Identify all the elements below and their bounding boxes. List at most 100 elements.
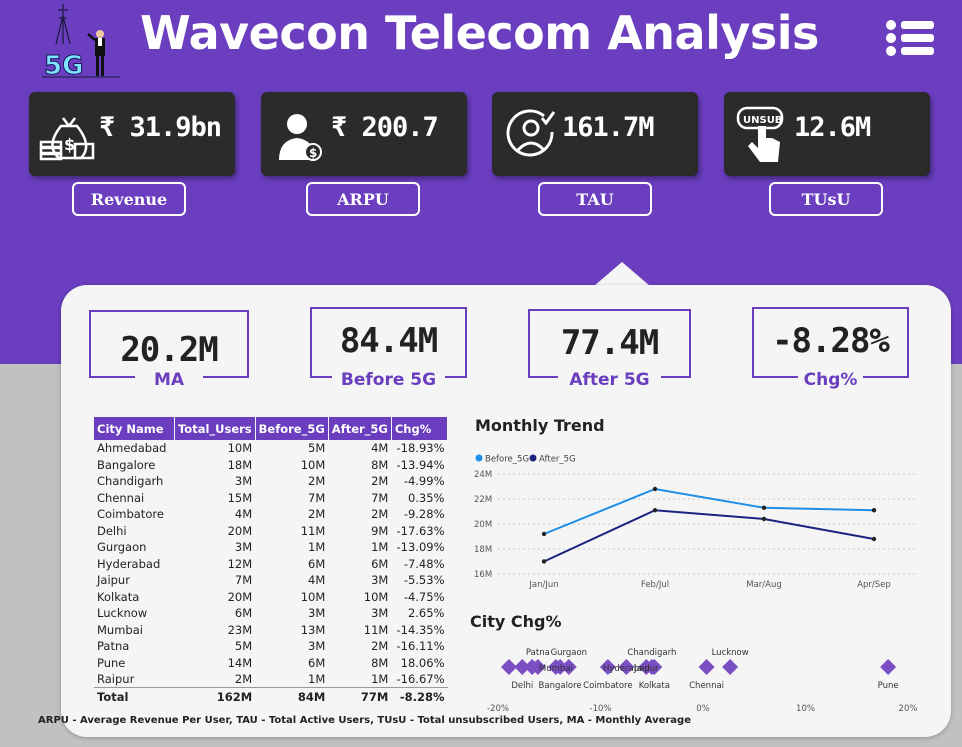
city-diamond-lucknow — [722, 659, 739, 675]
table-row[interactable]: Kolkata 20M 10M 10M -4.75% — [94, 589, 448, 606]
data-point — [761, 516, 767, 522]
city-label: Kolkata — [639, 681, 670, 691]
table-cell: -17.63% — [396, 523, 445, 538]
data-point — [871, 508, 877, 513]
kpi-card-revenue: $ ₹ 31.9bn — [29, 92, 235, 176]
table-row[interactable]: Delhi 20M 11M 9M -17.63% — [94, 523, 448, 540]
stat-value: 84.4M — [339, 321, 438, 361]
5g-tower-logo-icon: 5G — [42, 4, 120, 80]
table-row[interactable]: Chennai 15M 7M 7M 0.35% — [94, 490, 448, 507]
legend-marker — [529, 454, 537, 462]
stat-label: Chg% — [803, 370, 858, 390]
detail-panel — [61, 285, 951, 737]
table-cell: 6M — [371, 556, 389, 571]
table-cell: Patna — [97, 639, 130, 654]
stat-label: MA — [153, 370, 185, 390]
table-cell: Mumbai — [97, 622, 143, 637]
stat-value: -8.28% — [772, 321, 890, 361]
table-cell: Kolkata — [97, 589, 140, 604]
x-tick-label: -20% — [487, 704, 509, 714]
table-cell: Delhi — [97, 523, 127, 538]
data-point — [871, 536, 877, 542]
table-cell: 5M — [234, 639, 253, 654]
col-header-chg[interactable]: Chg% — [391, 417, 449, 440]
tau-button[interactable]: TAU — [538, 182, 652, 216]
city-label: Jaipur — [633, 664, 659, 674]
table-row[interactable]: Patna 5M 3M 2M -16.11% — [94, 638, 448, 655]
table-cell: 6M — [308, 655, 326, 670]
table-header-row: City Name Total_Users Before_5G After_5G… — [94, 417, 449, 440]
user-check-icon — [506, 109, 556, 157]
table-cell: 3M — [371, 573, 389, 588]
table-row[interactable]: Hyderabad 12M 6M 6M -7.48% — [94, 556, 448, 573]
col-header-city[interactable]: City Name — [94, 417, 175, 440]
table-cell: 1M — [371, 672, 389, 686]
table-row[interactable]: Lucknow 6M 3M 3M 2.65% — [94, 605, 448, 622]
table-row[interactable]: Chandigarh 3M 2M 2M -4.99% — [94, 473, 448, 490]
table-cell: -16.11% — [396, 639, 445, 654]
table-cell: -16.67% — [396, 672, 445, 686]
revenue-button[interactable]: Revenue — [72, 182, 186, 216]
table-cell: 4M — [308, 573, 326, 588]
table-row[interactable]: Raipur 2M 1M 1M -16.67% — [94, 671, 448, 688]
city-diamond-gurgaon — [560, 659, 577, 675]
x-tick-label: 10% — [796, 704, 815, 714]
table-cell: 23M — [227, 622, 253, 637]
table-cell: -13.09% — [396, 540, 445, 555]
table-cell: -18.93% — [396, 441, 445, 456]
city-diamond-bangalore — [552, 659, 569, 675]
data-point — [541, 531, 547, 537]
table-row[interactable]: Coimbatore 4M 2M 2M -9.28% — [94, 506, 448, 523]
city-diamond-kolkata — [646, 659, 663, 675]
x-tick-label: Apr/Sep — [857, 580, 891, 590]
y-tick-label: 18M — [474, 545, 492, 555]
kpi-value: 161.7M — [562, 112, 655, 143]
table-row[interactable]: Jaipur 7M 4M 3M -5.53% — [94, 572, 448, 589]
table-cell: 14M — [227, 655, 253, 670]
svg-text:$: $ — [309, 146, 317, 160]
city-table: City Name Total_Users Before_5G After_5G… — [94, 417, 449, 707]
table-cell: 7M — [234, 573, 253, 588]
series-line-before_5g — [543, 487, 875, 535]
tusu-button[interactable]: TUsU — [769, 182, 883, 216]
col-header-after-5g[interactable]: After_5G — [328, 417, 392, 440]
city-diamond-patna — [529, 659, 546, 675]
table-cell: 8M — [371, 655, 389, 670]
stat-value: 77.4M — [560, 323, 659, 363]
stat-ma: 20.2M MA — [89, 310, 249, 390]
data-point — [541, 559, 547, 564]
monthly-trend-title: Monthly Trend — [475, 416, 605, 435]
table-cell: 2M — [308, 507, 326, 522]
table-row[interactable]: Pune 14M 6M 8M 18.06% — [94, 655, 448, 672]
panel-pointer — [594, 262, 650, 286]
city-label: Hyderabad — [603, 664, 650, 674]
menu-list-icon[interactable] — [884, 18, 936, 58]
city-chg-chart: Patna Gurgaon Chandigarh Lucknow Mumbai Jaipu… — [487, 648, 917, 714]
table-cell: 15M — [227, 490, 253, 505]
kpi-card-tusu: UNSUB 12.6M — [724, 92, 930, 176]
col-header-total-users[interactable]: Total_Users — [174, 417, 256, 440]
table-row[interactable]: Ahmedabad 10M 5M 4M -18.93% — [94, 440, 448, 457]
kpi-value: ₹ 31.9bn — [99, 112, 222, 143]
table-cell: Jaipur — [97, 573, 130, 588]
stat-label: After 5G — [569, 370, 650, 390]
table-cell: 5M — [308, 441, 326, 456]
city-diamond-coimbatore — [599, 659, 616, 675]
stat-chg: -8.28% Chg% — [752, 307, 909, 390]
table-cell: 0.35% — [407, 490, 445, 505]
page-title: Wavecon Telecom Analysis — [140, 6, 819, 60]
table-cell: Raipur — [97, 672, 135, 686]
col-header-before-5g[interactable]: Before_5G — [255, 417, 329, 440]
table-cell: -9.28% — [403, 507, 445, 522]
table-cell: 12M — [227, 556, 253, 571]
kpi-card-tau: 161.7M — [492, 92, 698, 176]
table-row[interactable]: Mumbai 23M 13M 11M -14.35% — [94, 622, 448, 639]
table-cell: -14.35% — [396, 622, 445, 637]
arpu-button[interactable]: ARPU — [306, 182, 420, 216]
table-row[interactable]: Gurgaon 3M 1M 1M -13.09% — [94, 539, 448, 556]
city-diamond-hyderabad — [618, 659, 635, 675]
data-point — [652, 486, 658, 492]
table-row[interactable]: Bangalore 18M 10M 8M -13.94% — [94, 457, 448, 474]
table-cell: 6M — [308, 556, 326, 571]
footer-note: ARPU - Average Revenue Per User, TAU - T… — [38, 715, 691, 726]
